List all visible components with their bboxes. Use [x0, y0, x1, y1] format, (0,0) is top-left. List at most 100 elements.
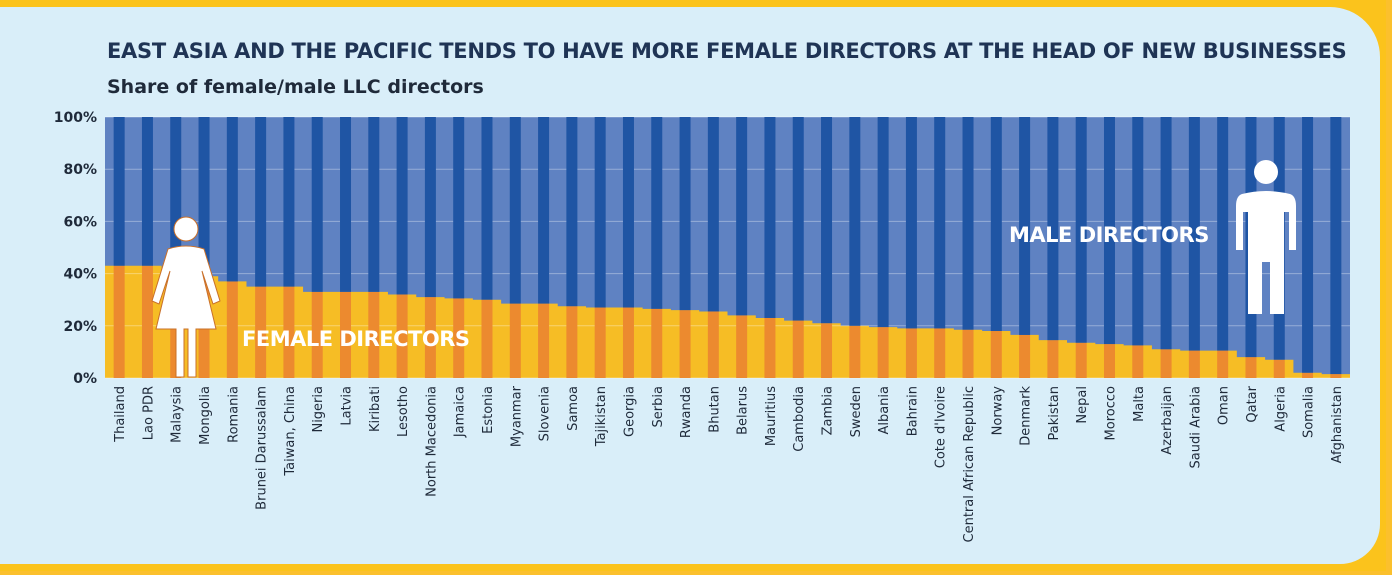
y-tick-label: 0% — [73, 371, 97, 387]
male-bar — [622, 117, 634, 308]
x-tick-label: Bahrain — [905, 386, 920, 436]
x-tick-label: Qatar — [1245, 385, 1260, 422]
female-bar — [566, 306, 578, 378]
x-tick-label: Nigeria — [311, 386, 326, 433]
x-tick-label: Azerbaijan — [1160, 386, 1175, 455]
male-bar — [509, 117, 521, 304]
x-tick-label: Rwanda — [679, 386, 694, 438]
male-bar — [311, 117, 323, 292]
female-bar — [340, 291, 352, 378]
male-bar — [538, 117, 550, 304]
male-bar — [1103, 117, 1115, 345]
x-tick-label: Estonia — [481, 386, 496, 434]
female-bar — [1188, 350, 1200, 378]
female-bar — [707, 311, 719, 378]
male-bar — [1075, 117, 1087, 343]
male-bar — [962, 117, 974, 330]
female-bar — [679, 310, 691, 378]
female-bar — [877, 327, 889, 378]
female-person-icon — [151, 216, 221, 378]
x-tick-label: Saudi Arabia — [1188, 386, 1203, 469]
x-tick-label: Taiwan, China — [283, 386, 298, 477]
x-tick-label: Oman — [1217, 386, 1232, 425]
x-tick-label: Cote d'Ivoire — [934, 386, 949, 468]
male-bar — [1217, 117, 1229, 351]
x-tick-label: Zambia — [821, 386, 836, 435]
y-tick-label: 60% — [63, 214, 97, 230]
x-tick-label: Malaysia — [170, 386, 185, 443]
male-bar — [566, 117, 578, 307]
y-tick-label: 20% — [63, 319, 97, 335]
female-bar — [226, 281, 238, 378]
female-bar — [368, 291, 380, 378]
female-bar — [1075, 342, 1087, 378]
y-tick-label: 40% — [63, 267, 97, 283]
female-bar — [396, 294, 408, 378]
female-bar — [736, 315, 748, 378]
female-bar — [962, 329, 974, 378]
female-bar — [990, 331, 1002, 378]
x-tick-label: Morocco — [1103, 386, 1118, 440]
female-bar — [1132, 345, 1144, 378]
chart-title: EAST ASIA AND THE PACIFIC TENDS TO HAVE … — [107, 39, 1347, 63]
male-bar — [1132, 117, 1144, 346]
female-bar — [821, 323, 833, 378]
female-bar — [1103, 344, 1115, 378]
x-tick-label: Brunei Darussalam — [255, 386, 270, 510]
male-bar — [424, 117, 436, 298]
male-bar — [990, 117, 1002, 332]
x-tick-label: Belarus — [736, 386, 751, 435]
x-tick-label: Cambodia — [792, 386, 807, 452]
male-person-icon — [1236, 160, 1296, 314]
female-bar — [311, 291, 323, 378]
female-bar — [1160, 349, 1172, 378]
female-directors-label: FEMALE DIRECTORS — [242, 327, 470, 351]
male-bar — [1188, 117, 1200, 351]
male-bar — [170, 117, 182, 271]
female-bar — [424, 297, 436, 378]
female-bar — [1047, 340, 1059, 378]
x-tick-label: Somalia — [1302, 386, 1317, 438]
x-tick-label: Nepal — [1075, 386, 1090, 424]
male-bar — [1160, 117, 1172, 350]
x-tick-label: Slovenia — [538, 386, 553, 441]
male-bar — [905, 117, 917, 329]
male-bar — [255, 117, 267, 287]
x-tick-label: Bhutan — [707, 386, 722, 433]
x-tick-label: Norway — [990, 386, 1005, 436]
male-bar — [877, 117, 889, 328]
male-bar — [594, 117, 606, 308]
x-tick-label: Serbia — [651, 386, 666, 427]
male-bar — [453, 117, 465, 299]
x-tick-label: Samoa — [566, 386, 581, 431]
male-bar — [764, 117, 776, 318]
x-tick-label: Latvia — [340, 386, 355, 426]
y-tick-label: 80% — [63, 162, 97, 178]
female-bar — [255, 286, 267, 378]
x-tick-label: Georgia — [622, 386, 637, 437]
male-bar — [849, 117, 861, 326]
x-tick-label: Myanmar — [509, 385, 524, 447]
male-bar — [1047, 117, 1059, 341]
male-bar — [226, 117, 238, 282]
female-bar — [934, 328, 946, 378]
male-bar — [707, 117, 719, 312]
x-tick-label: Albania — [877, 386, 892, 435]
x-tick-label: Central African Republic — [962, 386, 977, 542]
x-tick-label: Lesotho — [396, 386, 411, 437]
x-tick-label: Jamaica — [453, 386, 468, 438]
x-tick-label: Mauritius — [764, 386, 779, 446]
x-tick-label: Sweden — [849, 386, 864, 437]
female-bar — [481, 299, 493, 378]
female-area-background — [105, 265, 1350, 378]
male-bar — [1019, 117, 1031, 335]
male-bar — [396, 117, 408, 295]
female-bar — [651, 308, 663, 378]
female-bar — [453, 298, 465, 378]
male-bar — [736, 117, 748, 316]
male-bar — [141, 117, 153, 266]
x-tick-label: Afghanistan — [1330, 386, 1345, 463]
female-bar — [764, 317, 776, 378]
x-tick-label: Kiribati — [368, 386, 383, 432]
